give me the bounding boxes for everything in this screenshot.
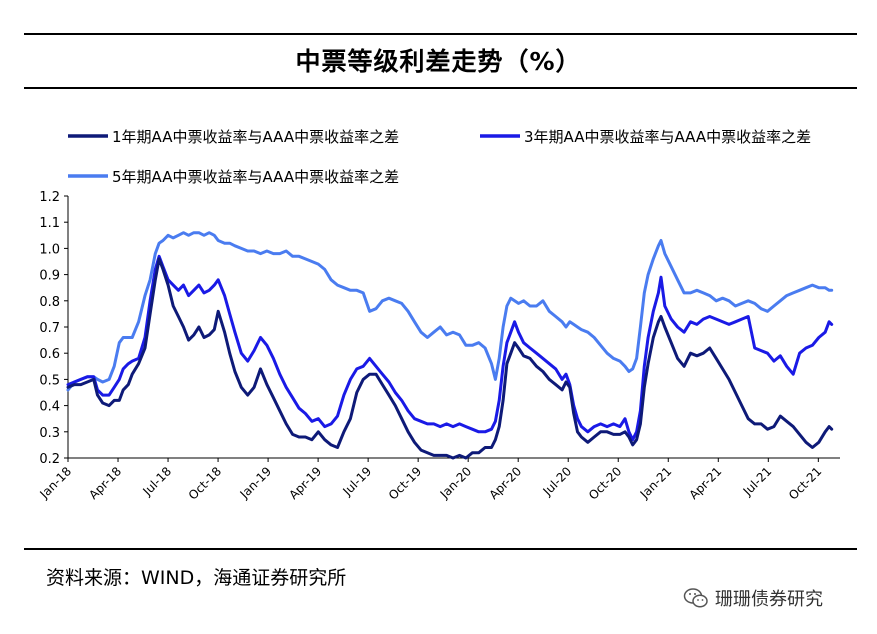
x-tick-label: Apr-19	[286, 464, 324, 502]
y-tick-label: 0.8	[39, 295, 60, 310]
y-tick-label: 0.7	[39, 321, 60, 336]
x-tick-label: Jul-20	[540, 464, 575, 499]
series-line-3	[66, 231, 834, 392]
x-tick-label: Jul-21	[740, 464, 775, 499]
watermark-text: 珊珊债券研究	[715, 589, 823, 610]
x-tick-label: Jan-18	[37, 464, 75, 502]
legend-label-1: 1年期AA中票收益率与AAA中票收益率之差	[112, 128, 399, 146]
bottom-rule	[24, 548, 857, 550]
x-tick-label: Jan-19	[237, 464, 275, 502]
y-tick-label: 0.2	[39, 452, 60, 467]
source-note: 资料来源：WIND，海通证券研究所	[46, 567, 347, 589]
x-tick-label: Oct-20	[586, 464, 624, 502]
y-tick-label: 1.1	[39, 216, 60, 231]
wechat-icon	[683, 588, 708, 608]
x-tick-label: Apr-18	[86, 464, 124, 502]
x-tick-label: Jul-19	[340, 464, 375, 499]
x-tick-label: Jul-18	[139, 464, 174, 499]
x-tick-label: Oct-21	[786, 464, 824, 502]
y-tick-label: 0.6	[39, 347, 60, 362]
series-line-1	[66, 257, 834, 460]
x-tick-label: Jan-20	[437, 464, 475, 502]
x-tick-label: Apr-21	[687, 464, 725, 502]
y-tick-label: 0.5	[39, 373, 60, 388]
series-line-2	[66, 254, 834, 442]
legend: 1年期AA中票收益率与AAA中票收益率之差 3年期AA中票收益率与AAA中票收益率…	[68, 128, 811, 186]
series-group	[66, 231, 834, 460]
y-tick-label: 0.9	[39, 269, 60, 284]
chart: 1年期AA中票收益率与AAA中票收益率之差 3年期AA中票收益率与AAA中票收益率…	[37, 128, 840, 503]
y-tick-label: 1.2	[39, 190, 60, 205]
legend-label-2: 3年期AA中票收益率与AAA中票收益率之差	[524, 128, 811, 146]
legend-label-3: 5年期AA中票收益率与AAA中票收益率之差	[112, 168, 399, 186]
chart-title: 中票等级利差走势（%）	[295, 47, 582, 76]
title-underline	[24, 87, 857, 89]
x-tick-label: Oct-19	[386, 464, 424, 502]
y-tick-label: 0.3	[39, 426, 60, 441]
watermark: 珊珊债券研究	[683, 585, 823, 611]
y-tick-label: 0.4	[39, 400, 60, 415]
x-tick-label: Jan-21	[637, 464, 675, 502]
x-tick-label: Oct-18	[186, 464, 224, 502]
x-tick-label: Apr-20	[486, 464, 524, 502]
y-tick-label: 1.0	[39, 242, 60, 257]
top-rule	[24, 33, 857, 35]
